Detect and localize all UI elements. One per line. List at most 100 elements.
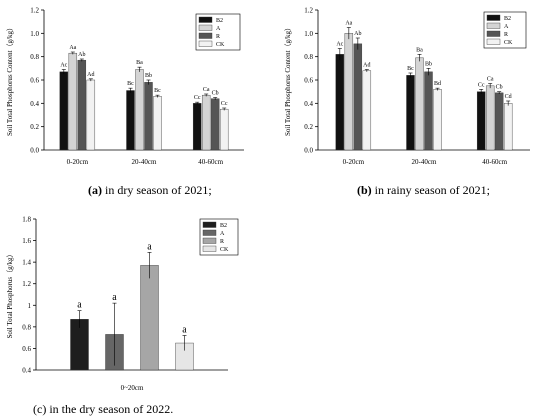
significance-label: Bb [145, 73, 152, 79]
significance-label: Ab [78, 52, 85, 58]
legend-swatch-b2 [198, 16, 213, 23]
significance-label: Bd [434, 81, 441, 87]
significance-label: Cc [478, 82, 485, 88]
y-tick-label: 1.6 [22, 237, 31, 245]
y-tick-label: 0.6 [22, 345, 31, 353]
legend-swatch-r [202, 237, 217, 244]
y-tick-label: 0.0 [304, 147, 313, 155]
x-tick-label: 0-20cm [343, 158, 365, 166]
legend-swatch-r [486, 30, 501, 37]
x-tick-label: 40-60cm [198, 158, 223, 166]
legend-swatch-ck [486, 38, 501, 45]
legend-label-r: R [220, 239, 224, 245]
y-tick-label: 0.6 [304, 77, 313, 85]
bar-b2 [192, 103, 202, 151]
significance-label: Bc [154, 88, 161, 94]
legend-swatch-a [198, 24, 213, 31]
bar-r [77, 59, 87, 151]
bar-b2 [406, 75, 415, 151]
y-tick-label: 0.6 [30, 77, 39, 85]
legend-label-b2: B2 [504, 16, 511, 22]
legend-label-a: A [220, 231, 225, 237]
y-tick-label: 1.8 [22, 216, 31, 224]
bar-r [210, 98, 220, 151]
legend-label-a: A [216, 26, 221, 32]
y-tick-label: 0.2 [304, 123, 313, 131]
y-tick-label: 0.4 [304, 100, 313, 108]
significance-label: a [147, 241, 152, 252]
legend-label-ck: CK [216, 42, 225, 48]
bar-a [201, 94, 211, 151]
legend-label-b2: B2 [220, 223, 227, 229]
y-tick-label: 0.8 [304, 53, 313, 61]
caption-b: (b) in rainy season of 2021; [357, 183, 490, 198]
significance-label: Aa [69, 45, 76, 51]
legend-swatch-b2 [486, 14, 501, 21]
significance-label: Cc [221, 101, 228, 107]
caption-c-text: (c) in the dry season of 2022. [33, 402, 174, 416]
y-tick-label: 1 [28, 302, 32, 310]
y-tick-label: 0.4 [30, 100, 39, 108]
y-tick-label: 1.2 [22, 280, 31, 288]
bar-b2 [126, 90, 135, 151]
bar-b2 [476, 91, 486, 151]
legend-swatch-ck [198, 40, 213, 47]
y-tick-label: 1.4 [22, 259, 31, 267]
significance-label: Cc [194, 95, 201, 101]
significance-label: Ad [87, 72, 94, 78]
significance-label: Ab [354, 31, 361, 37]
legend-label-r: R [504, 32, 508, 38]
y-axis-label: Soil Total Phosphorus Content（g/kg） [6, 24, 14, 136]
chart-panel-a: Soil Total Phosphorus Content（g/kg） 0.0 0.… [0, 0, 270, 180]
x-tick-label: 20-40cm [412, 158, 437, 166]
y-tick-label: 0.0 [30, 147, 39, 155]
bar-ck [362, 70, 372, 151]
legend-swatch-r [198, 32, 213, 39]
legend-swatch-ck [202, 245, 217, 252]
caption-b-text: in rainy season of 2021; [371, 183, 490, 197]
legend-label-a: A [504, 24, 509, 30]
y-tick-label: 1.2 [304, 7, 313, 15]
chart-b: Soil Total Phosphorus Content（g/kg） 0.0 0.… [284, 7, 530, 166]
y-tick-label: 0.8 [30, 53, 39, 61]
bar-a [135, 69, 144, 151]
bar-r [144, 82, 153, 151]
bar-b2 [335, 54, 345, 151]
significance-label: Cb [212, 91, 219, 97]
chart-c: Soil Total Phosphorus（g/kg） 0.4 0.6 0.8 1 1.2… [6, 216, 239, 392]
y-tick-label: 0.2 [30, 123, 39, 131]
legend-swatch-a [202, 229, 217, 236]
bar-ck [219, 108, 229, 151]
legend-label-ck: CK [504, 40, 513, 46]
y-tick-label: 0.8 [22, 323, 31, 331]
legend-label-ck: CK [220, 247, 229, 253]
y-tick-label: 0.4 [22, 367, 31, 375]
bar-ck [503, 103, 513, 151]
legend-swatch-a [486, 22, 501, 29]
significance-label: Cd [505, 94, 512, 100]
x-tick-label: 0~20cm [121, 384, 144, 392]
significance-label: Ba [416, 47, 423, 53]
bar-ck [153, 96, 162, 151]
bar-r [140, 265, 159, 371]
legend-label-r: R [216, 34, 220, 40]
bar-r [494, 92, 504, 151]
caption-a-label: (a) [88, 183, 102, 197]
bar-r [424, 71, 433, 151]
bar-ck [86, 79, 96, 151]
significance-label: Ba [136, 60, 143, 66]
significance-label: a [77, 300, 82, 311]
chart-panel-c: Soil Total Phosphorus（g/kg） 0.4 0.6 0.8 1 1.2… [0, 205, 275, 400]
bar-a [485, 85, 495, 151]
significance-label: a [182, 324, 187, 335]
y-axis-label: Soil Total Phosphorus Content（g/kg） [284, 24, 292, 136]
significance-label: Bb [425, 61, 432, 67]
chart-panel-b: Soil Total Phosphorus Content（g/kg） 0.0 0.… [280, 0, 550, 180]
bar-b2 [59, 71, 69, 151]
caption-a: (a) in dry season of 2021; [88, 183, 212, 198]
bar-a [344, 33, 354, 151]
bar-a [415, 57, 424, 151]
legend-swatch-b2 [202, 221, 217, 228]
significance-label: Bc [127, 81, 134, 87]
y-tick-label: 1.0 [30, 30, 39, 38]
